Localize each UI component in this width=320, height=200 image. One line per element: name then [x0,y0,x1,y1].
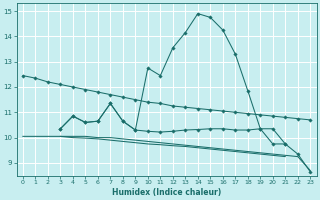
X-axis label: Humidex (Indice chaleur): Humidex (Indice chaleur) [112,188,221,197]
